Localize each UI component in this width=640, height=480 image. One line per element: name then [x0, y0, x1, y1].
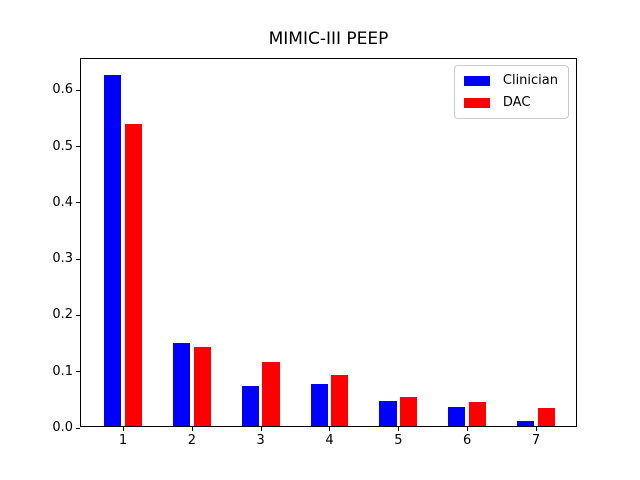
legend-row-dac: DAC — [463, 95, 558, 111]
bar-dac-4 — [331, 374, 349, 426]
legend-swatch-clinician — [463, 76, 490, 86]
chart-title: MIMIC-III PEEP — [268, 29, 389, 49]
legend-swatch-dac — [463, 98, 490, 108]
y-tick-mark — [76, 258, 80, 260]
x-tick-mark — [123, 427, 124, 431]
bar-dac-2 — [193, 347, 211, 426]
x-tick-label: 6 — [463, 433, 472, 448]
bar-clinician-6 — [448, 407, 466, 426]
plot-area: Clinician DAC 0.0 0.1 0.2 0.3 0.4 0.5 0.6 1 2 3 4 5 6… — [52, 58, 577, 448]
x-tick-mark — [260, 427, 262, 431]
bar-dac-3 — [262, 361, 280, 426]
bar-clinician-5 — [379, 401, 397, 426]
bar-clinician-4 — [310, 384, 328, 426]
y-tick-label: 0.3 — [52, 251, 73, 267]
y-tick-label: 0.6 — [52, 82, 73, 98]
legend: Clinician DAC — [453, 65, 569, 119]
bar-dac-5 — [400, 396, 418, 426]
bar-dac-1 — [124, 123, 142, 426]
x-tick-label: 7 — [531, 433, 541, 448]
bar-clinician-7 — [517, 420, 535, 426]
y-tick-label: 0.1 — [52, 363, 73, 379]
legend-label: DAC — [502, 95, 531, 110]
y-tick-label: 0.5 — [52, 138, 73, 154]
y-tick-mark — [76, 202, 80, 204]
x-tick-mark — [535, 427, 537, 431]
x-tick-label: 2 — [187, 433, 196, 448]
legend-row-clinician: Clinician — [463, 73, 558, 89]
y-tick-label: 0.4 — [52, 194, 73, 210]
y-tick-label: 0.2 — [52, 307, 73, 323]
x-tick-mark — [398, 427, 400, 431]
y-tick-mark — [76, 427, 80, 429]
y-tick-mark — [76, 314, 80, 316]
bar-clinician-2 — [172, 343, 191, 426]
y-tick-label: 0.0 — [52, 420, 73, 435]
legend-label: Clinician — [502, 73, 558, 88]
y-tick-mark — [76, 371, 80, 373]
x-tick-mark — [329, 427, 331, 431]
y-tick-mark — [76, 89, 80, 91]
x-tick-label: 3 — [256, 433, 265, 448]
bar-clinician-3 — [241, 386, 259, 426]
y-tick-mark — [76, 146, 80, 148]
x-tick-mark — [191, 427, 193, 431]
x-tick-label: 4 — [325, 433, 334, 448]
bar-dac-6 — [468, 402, 487, 426]
x-tick-label: 1 — [118, 433, 128, 448]
bar-clinician-1 — [104, 74, 122, 426]
x-tick-mark — [467, 427, 469, 431]
bar-dac-7 — [537, 408, 555, 426]
x-tick-label: 5 — [394, 433, 403, 448]
